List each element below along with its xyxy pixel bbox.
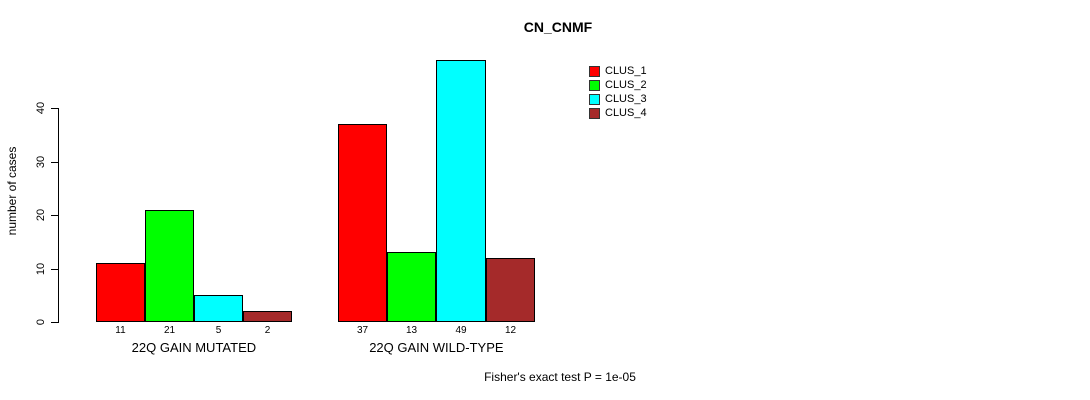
- chart-title: CN_CNMF: [523, 19, 593, 35]
- y-axis-line: [58, 108, 59, 323]
- y-axis-tick: [51, 215, 58, 216]
- legend-swatch-clus-1: [589, 66, 600, 77]
- y-axis-tick: [51, 322, 58, 323]
- bar-clus-3-wild-type: [436, 60, 486, 322]
- legend-label-clus-2: CLUS_2: [605, 79, 647, 91]
- bar-value-label: 11: [115, 325, 126, 336]
- bar-value-label: 2: [264, 325, 271, 336]
- bar-clus-1-wild-type: [338, 124, 387, 322]
- legend-label-clus-1: CLUS_1: [605, 65, 647, 77]
- y-axis-tick: [51, 269, 58, 270]
- y-axis-tick-label: 30: [35, 155, 47, 169]
- bar-value-label: 49: [455, 325, 467, 336]
- y-axis-tick-label: 10: [35, 262, 47, 276]
- category-label: 22Q GAIN MUTATED: [131, 340, 257, 355]
- y-axis-tick-label: 20: [35, 208, 47, 222]
- legend-label-clus-3: CLUS_3: [605, 93, 647, 105]
- y-axis-title: number of cases: [5, 146, 19, 236]
- legend-swatch-clus-2: [589, 80, 600, 91]
- bar-value-label: 13: [405, 325, 418, 336]
- y-axis-tick: [51, 162, 58, 163]
- y-axis-tick-label: 0: [35, 318, 47, 326]
- bar-value-label: 12: [504, 325, 517, 336]
- legend-label-clus-4: CLUS_4: [605, 107, 647, 119]
- bar-value-label: 21: [163, 325, 176, 336]
- bar-value-label: 37: [356, 325, 369, 336]
- bar-clus-2-wild-type: [387, 252, 436, 322]
- legend-swatch-clus-3: [589, 94, 600, 105]
- legend-swatch-clus-4: [589, 108, 600, 119]
- statistical-test-note: Fisher's exact test P = 1e-05: [484, 370, 636, 384]
- y-axis-tick: [51, 108, 58, 109]
- bar-value-label: 5: [215, 325, 222, 336]
- bar-clus-1-mutated: [96, 263, 145, 322]
- bar-clus-4-mutated: [243, 311, 292, 322]
- bar-clus-2-mutated: [145, 210, 194, 322]
- bar-clus-3-mutated: [194, 295, 243, 322]
- bar-clus-4-wild-type: [486, 258, 535, 322]
- category-label: 22Q GAIN WILD-TYPE: [369, 340, 504, 355]
- y-axis-tick-label: 40: [35, 101, 47, 115]
